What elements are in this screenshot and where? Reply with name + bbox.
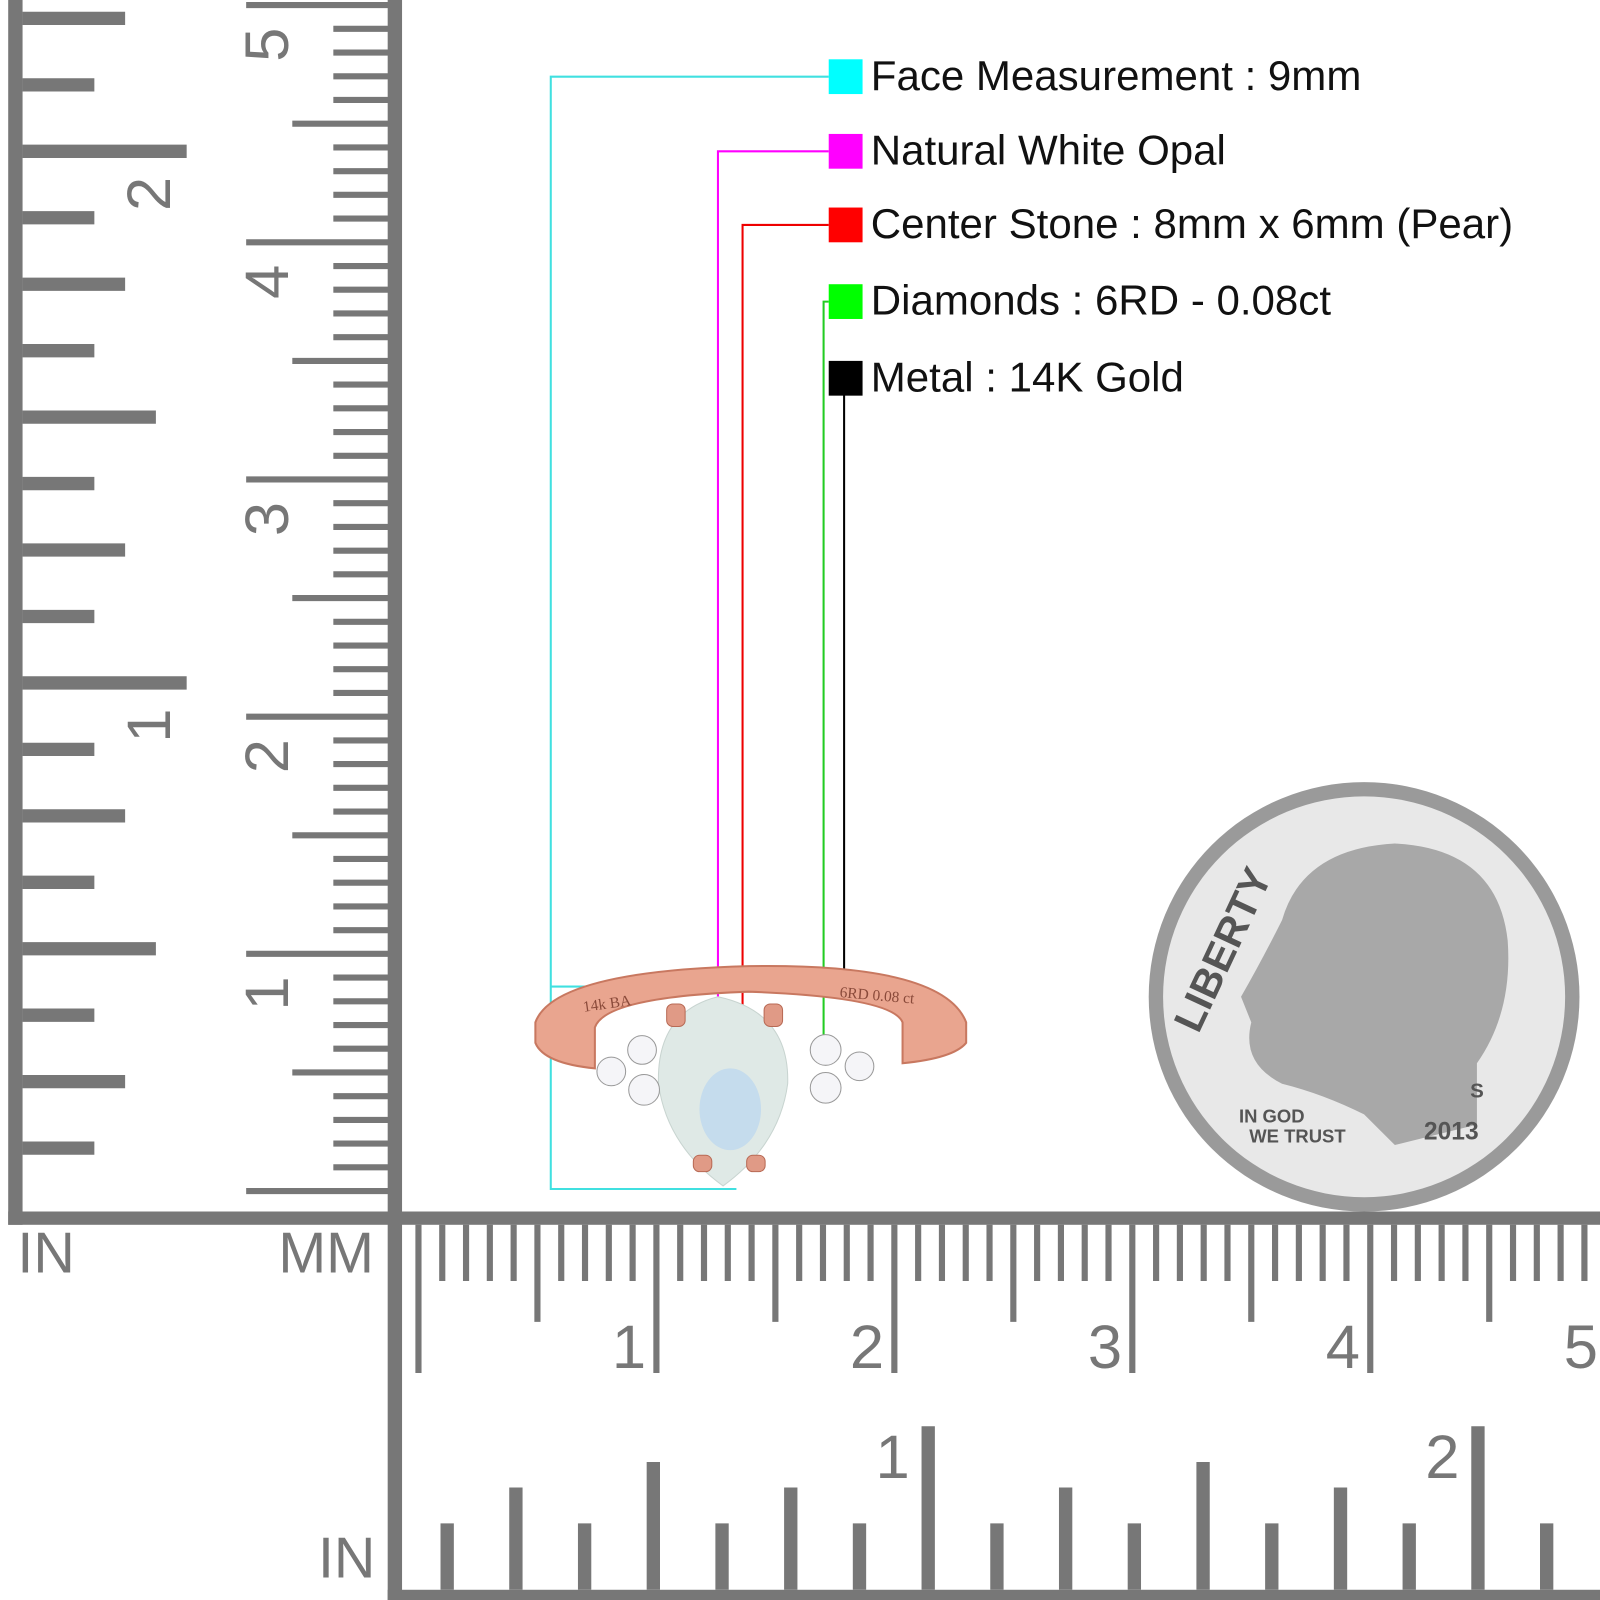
legend-item: Natural White Opal [828, 126, 1226, 173]
ruler-edge [387, 0, 403, 1600]
ruler-label: 3 [233, 502, 302, 536]
ring: 14k BA 6RD 0.08 ct [534, 964, 968, 1187]
coin-text: 2013 [1424, 1118, 1479, 1145]
ruler-label: 1 [115, 708, 184, 742]
coin-text: WE TRUST [1249, 1126, 1346, 1147]
engraving: 14k BA [582, 992, 632, 1016]
coin-portrait [1241, 843, 1509, 1146]
ruler-label: 2 [115, 177, 184, 211]
ruler-label: 1 [876, 1423, 910, 1492]
ruler-label: 1 [233, 976, 302, 1010]
ruler-edge [8, 0, 23, 1225]
leader-line [716, 150, 829, 1089]
opal-fire [699, 1068, 762, 1151]
legend-label: Face Measurement : 9mm [871, 52, 1362, 99]
leader-line [822, 300, 829, 1043]
ruler-label: 3 [1088, 1313, 1122, 1382]
ruler-label: 2 [1425, 1423, 1459, 1492]
legend-item: Center Stone : 8mm x 6mm (Pear) [828, 200, 1513, 247]
engraving: 6RD 0.08 ct [839, 984, 916, 1007]
rulers: 1 2 3 4 5 1 2 IN MM 1 2 3 4 5 1 2 IN [8, 0, 1600, 1600]
leader-line [549, 75, 829, 1191]
ruler-label: 4 [1326, 1313, 1360, 1382]
ruler-label: 2 [850, 1313, 884, 1382]
legend-swatch [828, 133, 863, 169]
ruler-label: 1 [612, 1313, 646, 1382]
legend-item: Face Measurement : 9mm [828, 52, 1362, 99]
diamonds [596, 1034, 875, 1106]
prongs [666, 1003, 784, 1173]
ring-band [534, 964, 968, 1070]
leader-line [741, 223, 829, 1089]
ruler-edge [8, 1211, 1600, 1225]
coin-text: IN GOD [1239, 1105, 1305, 1126]
ruler-edge [387, 1589, 1600, 1600]
legend-item: Diamonds : 6RD - 0.08ct [828, 277, 1332, 324]
ruler-unit: MM [278, 1222, 374, 1286]
ruler-label: 5 [233, 28, 302, 62]
legend-swatch [828, 284, 863, 319]
legend-label: Center Stone : 8mm x 6mm (Pear) [871, 200, 1513, 247]
legend-label: Natural White Opal [871, 126, 1226, 173]
legend-label: Diamonds : 6RD - 0.08ct [871, 277, 1332, 324]
ruler-unit: IN [17, 1222, 74, 1286]
legend-swatch [828, 59, 863, 95]
leader-lines [549, 75, 846, 1191]
legend-swatch [828, 360, 863, 396]
legend-label: Metal : 14K Gold [871, 353, 1184, 400]
dime-coin: LIBERTY IN GOD WE TRUST 2013 S [1148, 782, 1580, 1212]
ruler-label: 4 [233, 265, 302, 299]
legend-item: Metal : 14K Gold [828, 353, 1184, 400]
coin-text: S [1470, 1079, 1484, 1102]
legend-swatch [828, 207, 863, 243]
ruler-label: 2 [233, 739, 302, 773]
ruler-label: 5 [1564, 1313, 1598, 1382]
ruler-unit: IN [318, 1526, 375, 1590]
